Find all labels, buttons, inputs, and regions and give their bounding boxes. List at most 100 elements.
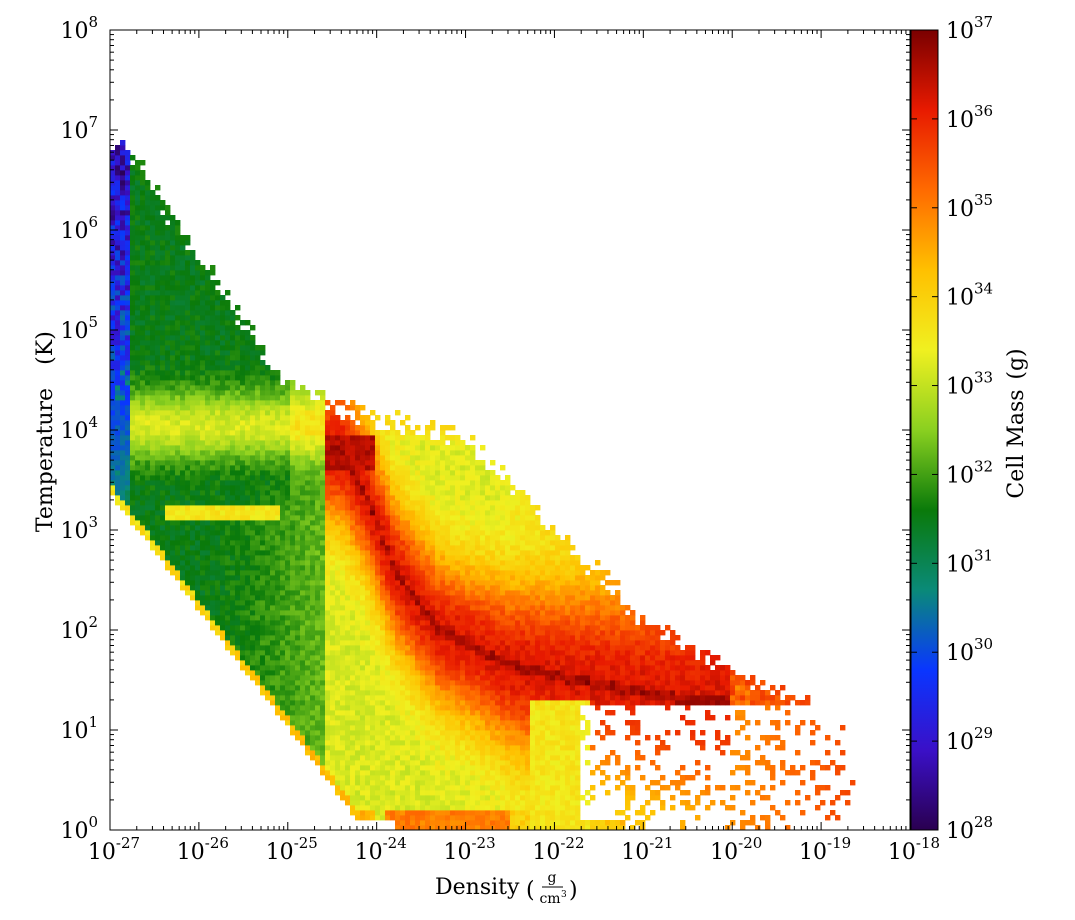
heatmap-cell [155, 545, 161, 551]
heatmap-cell [335, 755, 341, 761]
heatmap-cell [380, 545, 386, 551]
heatmap-cell [155, 520, 161, 526]
heatmap-cell [400, 800, 406, 806]
heatmap-cell [330, 415, 336, 421]
heatmap-cell [125, 430, 131, 436]
heatmap-cell [245, 345, 251, 351]
heatmap-cell [170, 365, 176, 371]
heatmap-cell [195, 515, 201, 521]
heatmap-cell [440, 790, 446, 796]
heatmap-cell [350, 500, 356, 506]
heatmap-cell [145, 470, 151, 476]
heatmap-cell [110, 355, 116, 361]
heatmap-cell [215, 615, 221, 621]
heatmap-cell [350, 555, 356, 561]
heatmap-cell [435, 805, 441, 811]
heatmap-cell [110, 445, 116, 451]
heatmap-cell [430, 825, 436, 831]
heatmap-cell [245, 355, 251, 361]
heatmap-cell [215, 305, 221, 311]
heatmap-cell [345, 495, 351, 501]
heatmap-cell [115, 180, 121, 186]
heatmap-cell [275, 690, 281, 696]
heatmap-cell [190, 375, 196, 381]
heatmap-cell [115, 175, 121, 181]
heatmap-cell [375, 545, 381, 551]
heatmap-cell [180, 530, 186, 536]
heatmap-cell [140, 225, 146, 231]
heatmap-cell [120, 485, 126, 491]
heatmap-cell [375, 475, 381, 481]
heatmap-cell [365, 700, 371, 706]
heatmap-cell [420, 480, 426, 486]
heatmap-cell [315, 435, 321, 441]
heatmap-cell [310, 455, 316, 461]
heatmap-cell [245, 670, 251, 676]
heatmap-cell [150, 370, 156, 376]
heatmap-cell [400, 720, 406, 726]
heatmap-cell [250, 340, 256, 346]
heatmap-cell [235, 410, 241, 416]
heatmap-cell [315, 425, 321, 431]
heatmap-cell [265, 665, 271, 671]
heatmap-cell [265, 655, 271, 661]
heatmap-cell [255, 560, 261, 566]
heatmap-cell [390, 640, 396, 646]
heatmap-cell [250, 435, 256, 441]
heatmap-cell [360, 715, 366, 721]
heatmap-cell [320, 390, 326, 396]
heatmap-cell [380, 450, 386, 456]
heatmap-cell [425, 470, 431, 476]
heatmap-cell [325, 480, 331, 486]
heatmap-cell [380, 685, 386, 691]
heatmap-cell [270, 445, 276, 451]
heatmap-cell [445, 775, 451, 781]
heatmap-cell [160, 480, 166, 486]
heatmap-cell [365, 460, 371, 466]
heatmap-cell [210, 390, 216, 396]
heatmap-cell [175, 235, 181, 241]
heatmap-cell [170, 475, 176, 481]
heatmap-cell [280, 590, 286, 596]
heatmap-cell [215, 440, 221, 446]
heatmap-cell [375, 675, 381, 681]
heatmap-cell [430, 455, 436, 461]
heatmap-cell [255, 425, 261, 431]
heatmap-cell [275, 555, 281, 561]
heatmap-cell [285, 710, 291, 716]
heatmap-cell [230, 375, 236, 381]
heatmap-cell [295, 565, 301, 571]
heatmap-cell [235, 440, 241, 446]
heatmap-cell [365, 465, 371, 471]
heatmap-cell [115, 365, 121, 371]
heatmap-cell [195, 470, 201, 476]
heatmap-cell [250, 575, 256, 581]
heatmap-cell [380, 565, 386, 571]
heatmap-cell [365, 750, 371, 756]
heatmap-cell [300, 390, 306, 396]
heatmap-cell [290, 700, 296, 706]
heatmap-cell [260, 350, 266, 356]
heatmap-cell [225, 530, 231, 536]
heatmap-cell [120, 340, 126, 346]
heatmap-cell [395, 430, 401, 436]
heatmap-cell [385, 510, 391, 516]
heatmap-cell [405, 425, 411, 431]
heatmap-cell [135, 485, 141, 491]
heatmap-cell [145, 495, 151, 501]
heatmap-cell [130, 225, 136, 231]
heatmap-cell [335, 595, 341, 601]
heatmap-cell [220, 470, 226, 476]
heatmap-cell [390, 585, 396, 591]
heatmap-cell [230, 590, 236, 596]
heatmap-cell [310, 510, 316, 516]
heatmap-cell [180, 240, 186, 246]
heatmap-cell [290, 595, 296, 601]
heatmap-cell [200, 270, 206, 276]
heatmap-cell [155, 200, 161, 206]
heatmap-cell [290, 500, 296, 506]
heatmap-cell [240, 390, 246, 396]
heatmap-cell [210, 315, 216, 321]
heatmap-cell [185, 380, 191, 386]
heatmap-cell [245, 425, 251, 431]
